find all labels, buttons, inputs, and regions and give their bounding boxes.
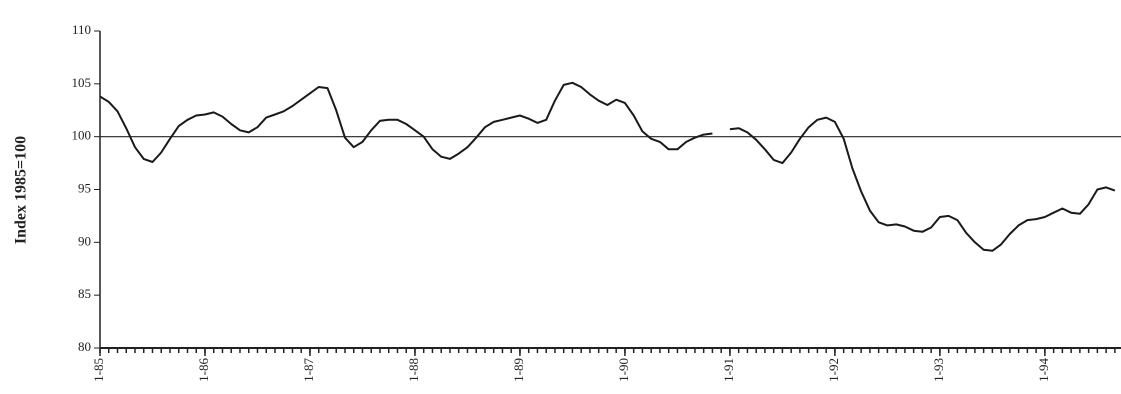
x-tick-label: 1-90 bbox=[616, 358, 631, 382]
x-tick-label: 1-86 bbox=[196, 358, 211, 382]
x-tick-label: 1-93 bbox=[931, 358, 946, 382]
y-tick-label: 100 bbox=[72, 128, 92, 143]
x-tick-label: 1-91 bbox=[721, 358, 736, 382]
x-tick-label: 1-92 bbox=[826, 358, 841, 382]
x-tick-label: 1-87 bbox=[301, 358, 316, 382]
data-line bbox=[99, 81, 1116, 252]
y-tick-label: 105 bbox=[72, 75, 92, 90]
y-tick-label: 110 bbox=[72, 22, 91, 37]
y-tick-label: 85 bbox=[78, 286, 91, 301]
x-tick-label: 1-85 bbox=[91, 358, 106, 382]
y-tick-label: 95 bbox=[78, 180, 91, 195]
x-tick-label: 1-94 bbox=[1036, 358, 1051, 382]
x-tick-label: 1-89 bbox=[511, 358, 526, 382]
x-tick-label: 1-88 bbox=[406, 358, 421, 382]
y-tick-label: 80 bbox=[78, 339, 91, 354]
y-axis-label: Index 1985=100 bbox=[13, 136, 30, 244]
y-tick-label: 90 bbox=[78, 233, 91, 248]
